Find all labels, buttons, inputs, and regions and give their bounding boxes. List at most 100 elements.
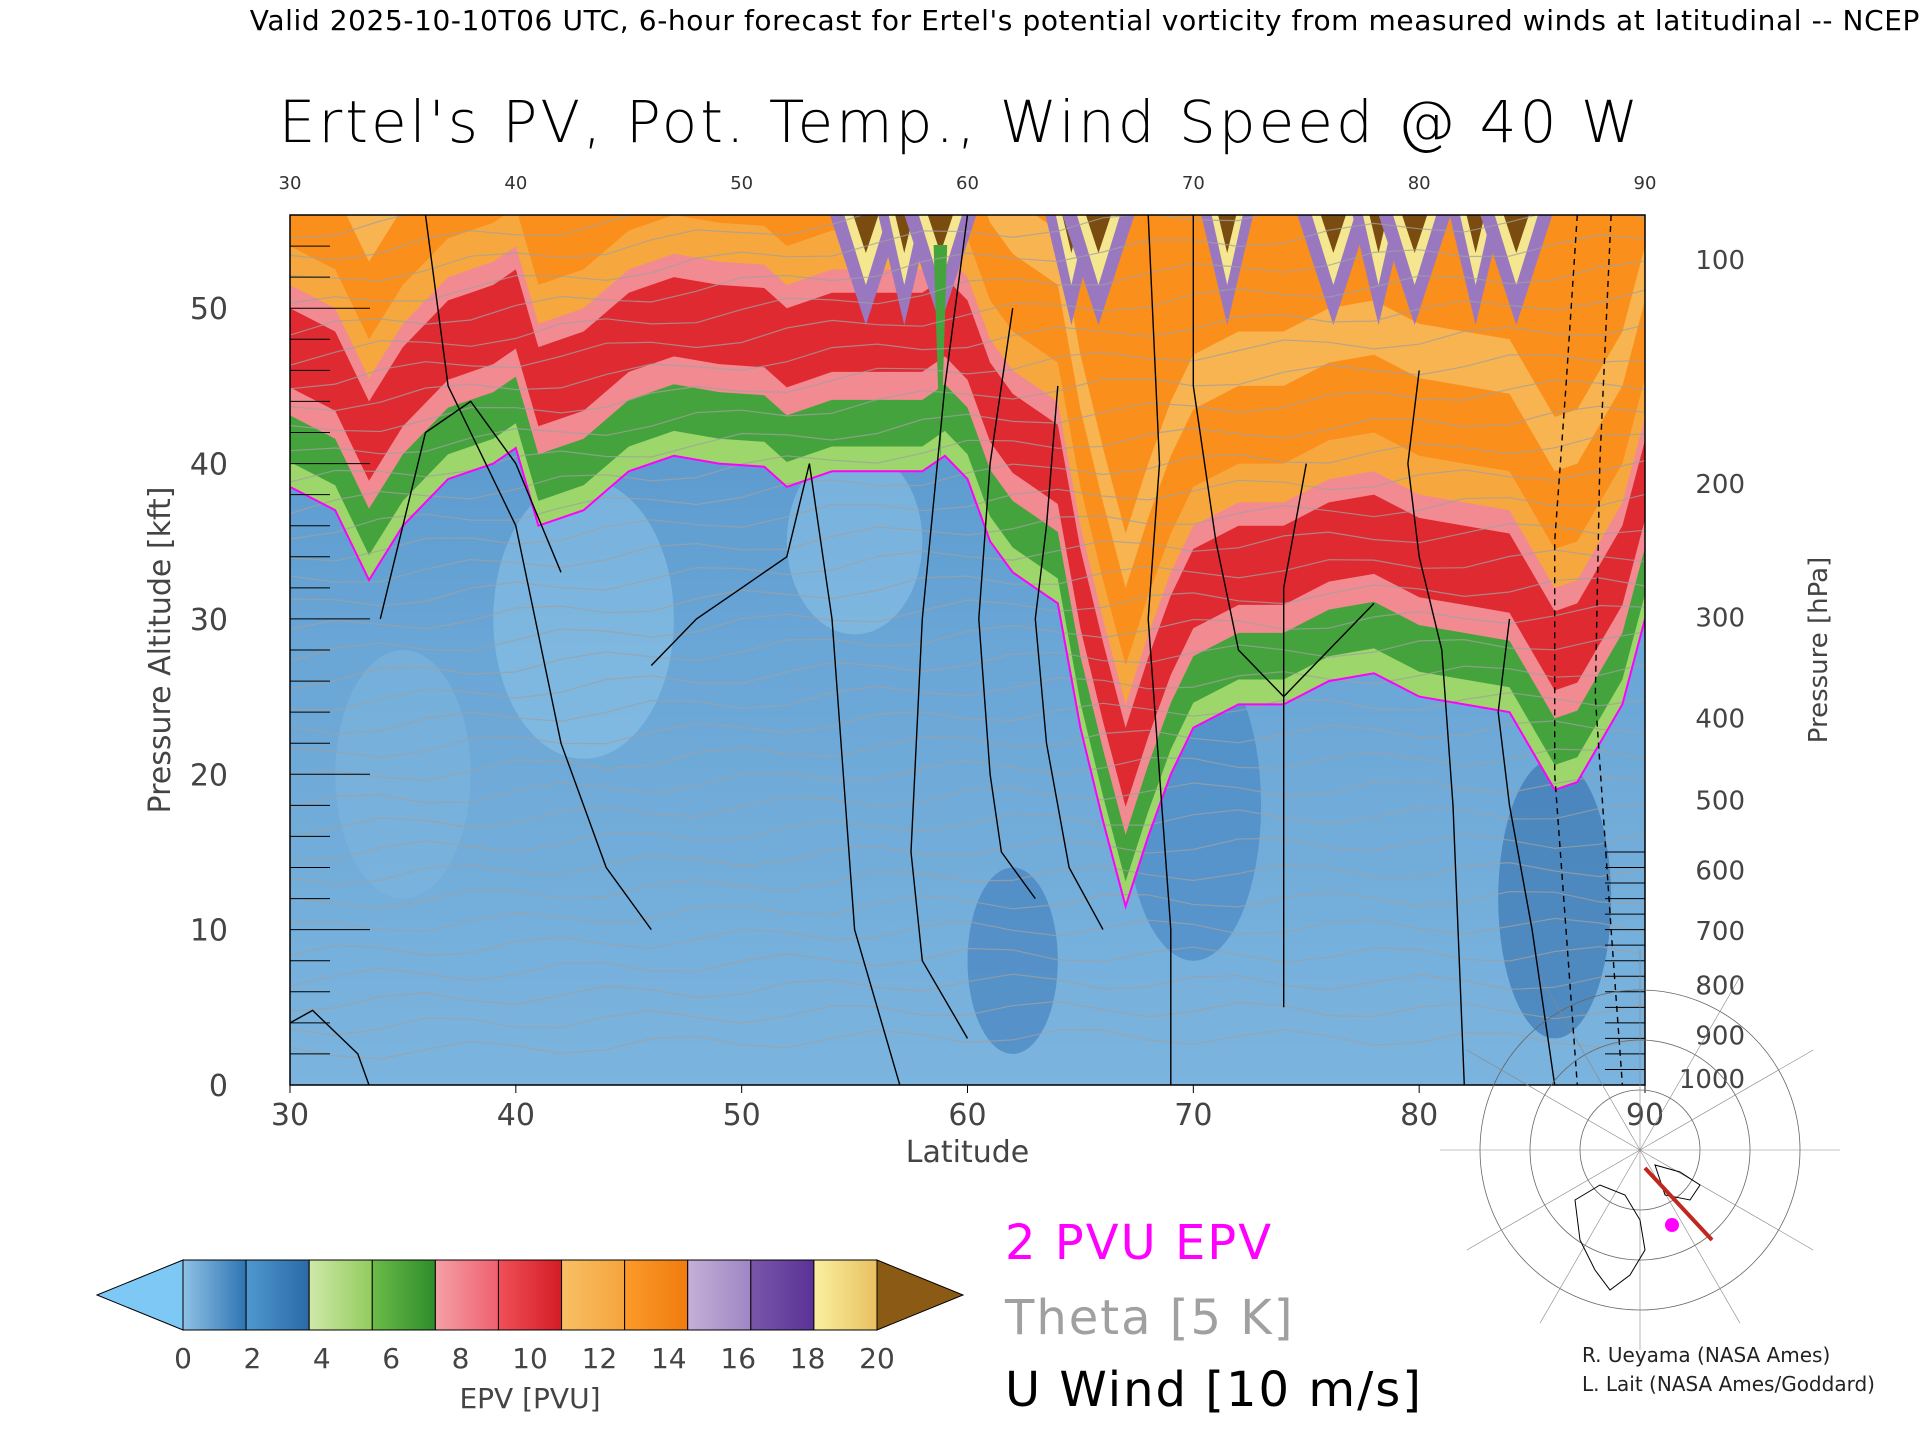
x-tick-label: 40: [497, 1098, 535, 1133]
colorbar-tick-label: 8: [452, 1342, 470, 1375]
theta-contour: [290, 522, 1645, 607]
theta-contour: [290, 324, 1645, 433]
map-meridian: [1639, 976, 1741, 1151]
pressure-tick-label: 600: [1695, 857, 1745, 887]
pv-band: [290, 215, 1645, 534]
pv-2pvu-contour: [290, 446, 1645, 910]
x-tick-label: 30: [271, 1098, 309, 1133]
wind-contour: [910, 215, 969, 1039]
colorbar-tick-label: 12: [582, 1342, 618, 1375]
wind-contour: [1034, 385, 1104, 930]
location-map-inset: [1440, 950, 1840, 1350]
wind-contour: [1147, 215, 1172, 1085]
legend-theta-label: Theta [5 K]: [1005, 1290, 1295, 1346]
top-tick-label: 70: [1182, 173, 1205, 194]
wind-contour: [650, 463, 901, 1085]
y-tick-label: 40: [190, 448, 228, 483]
theta-contour: [290, 775, 1645, 839]
wind-contour: [1497, 618, 1556, 1085]
theta-contour: [290, 663, 1645, 735]
wind-contour-negative: [1594, 215, 1624, 1085]
map-meridian: [1539, 1149, 1641, 1324]
top-tick-label: 40: [504, 173, 527, 194]
top-tick-label: 90: [1634, 173, 1657, 194]
theta-contour: [290, 433, 1645, 540]
y-axis-label-left: Pressure Altitude [kft]: [143, 487, 178, 814]
pv-patch: [335, 650, 471, 899]
theta-contour: [290, 1000, 1645, 1037]
theta-contour: [290, 215, 634, 261]
y-axis-label-right: Pressure [hPa]: [1804, 557, 1834, 744]
colorbar-tick-label: 14: [651, 1342, 687, 1375]
theta-contour: [290, 379, 1645, 483]
theta-contour: [290, 917, 1645, 957]
legend-wind-label: U Wind [10 m/s]: [1005, 1362, 1424, 1418]
pv-spike-top: [1402, 215, 1428, 253]
colorbar-band: [624, 1259, 689, 1331]
x-tick-label: 80: [1400, 1098, 1438, 1133]
chart-title: Ertel's PV, Pot. Temp., Wind Speed @ 40 …: [278, 88, 1642, 156]
legend-pvu-label: 2 PVU EPV: [1005, 1215, 1274, 1271]
theta-contour: [290, 973, 1645, 1012]
pressure-tick-label: 200: [1695, 470, 1745, 500]
x-axis-label: Latitude: [906, 1135, 1029, 1170]
x-tick-label: 70: [1174, 1098, 1212, 1133]
theta-contour: [290, 748, 1645, 810]
map-meridian: [1539, 976, 1641, 1151]
theta-contour: [290, 945, 1645, 987]
colorbar-band: [308, 1259, 373, 1331]
colorbar: 0 2 4 6 8 10 12 14 16 18 20 EPV [PVU]: [95, 1259, 965, 1415]
colorbar-under-arrow: [95, 1259, 184, 1331]
credit-line-2: L. Lait (NASA Ames/Goddard): [1582, 1372, 1875, 1396]
pv-spike-top: [853, 215, 879, 253]
colorbar-band: [371, 1259, 436, 1331]
map-background: [1545, 1155, 1740, 1305]
top-tick-label: 80: [1408, 173, 1431, 194]
map-location-marker: [1665, 1218, 1679, 1232]
theta-contour: [290, 215, 1263, 304]
colorbar-band: [497, 1259, 563, 1331]
map-coastline: [1574, 1184, 1646, 1291]
wind-contour: [1283, 463, 1307, 1008]
colorbar-tick-label: 6: [382, 1342, 400, 1375]
pressure-tick-label: 1000: [1679, 1065, 1745, 1095]
theta-contour: [290, 1029, 1645, 1060]
pressure-tick-label: 800: [1695, 972, 1745, 1002]
wind-contour: [1192, 215, 1375, 698]
colorbar-band: [813, 1259, 878, 1331]
pv-spike-top: [927, 215, 953, 253]
colorbar-tick-label: 0: [174, 1342, 192, 1375]
theta-contour: [290, 631, 1645, 712]
pv-spike-top: [1466, 215, 1485, 253]
pv-spike-top: [1320, 215, 1346, 253]
theta-contour: [290, 289, 1645, 412]
colorbar-tick-label: 20: [859, 1342, 895, 1375]
theta-contour: [290, 833, 1645, 886]
colorbar-band: [750, 1259, 815, 1331]
pressure-tick-label: 900: [1695, 1021, 1745, 1051]
map-meridian: [1639, 1149, 1814, 1251]
wind-contour: [290, 1009, 370, 1085]
wind-contour-negative: [1554, 215, 1578, 1085]
theta-contour: [290, 215, 1645, 336]
theta-contour: [290, 260, 1645, 390]
theta-contour: [290, 861, 1645, 910]
colorbar-band: [245, 1259, 310, 1331]
theta-contour: [290, 405, 1645, 515]
colorbar-band: [434, 1259, 499, 1331]
theta-contour: [290, 549, 1645, 630]
wind-contour: [978, 308, 1036, 900]
map-meridian: [1639, 1049, 1814, 1151]
pressure-tick-label: 100: [1695, 246, 1745, 276]
x-tick-label: 90: [1626, 1098, 1664, 1133]
pv-spike-top: [1218, 215, 1237, 253]
theta-contour: [290, 720, 1645, 782]
y-tick-label: 20: [190, 758, 228, 793]
y-tick-label: 0: [209, 1069, 228, 1104]
top-tick-label: 30: [279, 173, 302, 194]
theta-contour: [290, 460, 1645, 562]
pressure-tick-label: 400: [1695, 704, 1745, 734]
pv-patch: [786, 448, 923, 635]
